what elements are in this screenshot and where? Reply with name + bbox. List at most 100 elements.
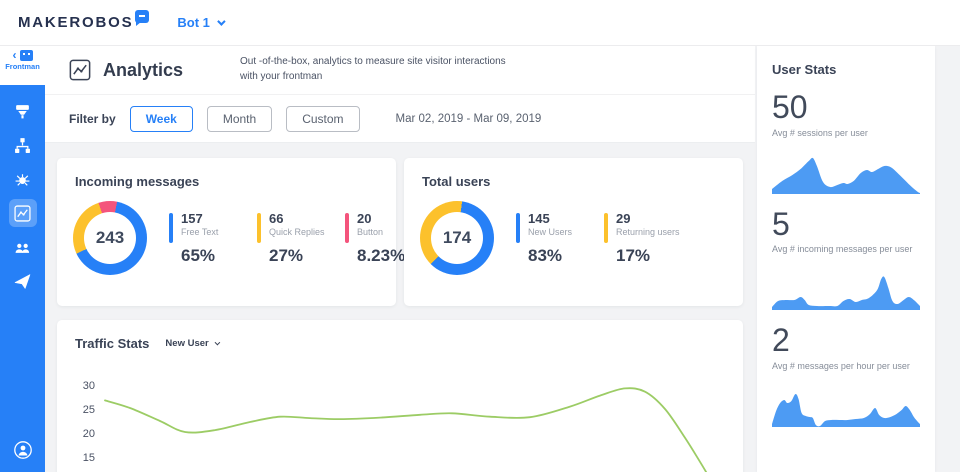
frontman-back-button[interactable]: ‹ Frontman [0, 46, 45, 85]
incoming-messages-title: Incoming messages [75, 174, 200, 189]
incoming-messages-donut: 243 [73, 201, 147, 275]
legend-bar [345, 212, 349, 243]
stat-label: Avg # sessions per user [772, 127, 868, 138]
sidebar-item-account[interactable] [0, 440, 45, 460]
stat-messages-per-hour-per-user: 2 Avg # messages per hour per user [772, 324, 920, 427]
account-icon [13, 441, 32, 459]
chat-bubble-icon [135, 10, 150, 26]
ytick-20: 20 [83, 428, 95, 440]
legend-item-new-users: 145 New Users 83% [516, 211, 588, 266]
incoming-messages-total: 243 [84, 212, 136, 264]
traffic-line-path [104, 387, 708, 472]
stat-value: 2 [772, 322, 790, 359]
analytics-page-icon [69, 59, 91, 81]
legend-value: 145 [528, 210, 550, 226]
sidebar: ‹ Frontman [0, 46, 45, 472]
page-header: Analytics Out -of-the-box, analytics to … [45, 46, 755, 143]
ai-train-icon [15, 173, 30, 186]
ytick-30: 30 [83, 380, 95, 392]
date-range-label: Mar 02, 2019 - Mar 09, 2019 [395, 112, 542, 125]
sparkline-area [772, 157, 920, 194]
legend-label: New Users [528, 226, 573, 237]
bot-selector-label: Bot 1 [177, 15, 210, 30]
chevron-down-icon [217, 16, 226, 26]
legend-percent: 83% [528, 245, 563, 265]
back-chevron-icon: ‹ [12, 48, 17, 62]
filter-by-label: Filter by [69, 111, 116, 126]
legend-label: Returning users [616, 226, 680, 237]
traffic-series-selector[interactable]: New User [165, 338, 220, 349]
legend-value: 157 [181, 210, 203, 226]
makerobos-logo[interactable]: MAKEROBOS [18, 10, 150, 31]
page-description-line2: with your frontman [240, 70, 323, 82]
top-bar: MAKEROBOS Bot 1 [0, 0, 960, 46]
traffic-series-selector-label: New User [165, 338, 209, 349]
audience-users-icon [15, 243, 30, 253]
stat-label: Avg # incoming messages per user [772, 244, 913, 255]
page-description-line1: Out -of-the-box, analytics to measure si… [240, 56, 506, 67]
ytick-15: 15 [83, 452, 95, 464]
legend-value: 29 [616, 210, 631, 226]
filter-week-button[interactable]: Week [129, 105, 193, 132]
stat-incoming-messages-per-user: 5 Avg # incoming messages per user [772, 205, 920, 311]
legend-item-free-text: 157 Free Text 65% [169, 211, 241, 266]
sparkline-area [772, 393, 920, 427]
stat-value: 5 [772, 205, 790, 242]
chevron-down-icon [214, 339, 220, 345]
legend-bar [169, 212, 173, 243]
incoming-messages-card: Incoming messages 243 157 Free Text 65% [57, 158, 405, 306]
legend-label: Free Text [181, 226, 219, 237]
sidebar-rail [0, 85, 45, 472]
filter-custom-button[interactable]: Custom [286, 105, 360, 132]
sidebar-item-design[interactable] [9, 97, 37, 125]
legend-item-quick-replies: 66 Quick Replies 27% [257, 211, 329, 266]
sessions-sparkline-chart [772, 157, 920, 194]
page-description: Out -of-the-box, analytics to measure si… [240, 55, 506, 84]
logo-text: MAKEROBOS [18, 14, 134, 31]
filter-bar: Filter by Week Month Custom Mar 02, 2019… [45, 95, 755, 143]
legend-percent: 8.23% [357, 245, 406, 265]
traffic-stats-card: Traffic Stats New User 30 25 20 15 [57, 320, 743, 472]
incoming-messages-sparkline-chart [772, 276, 920, 311]
robot-icon [19, 49, 33, 61]
paper-plane-icon [14, 273, 31, 289]
legend-item-button: 20 Button 8.23% [345, 211, 417, 266]
legend-label: Quick Replies [269, 226, 325, 237]
traffic-stats-title: Traffic Stats [75, 336, 150, 351]
filter-month-button[interactable]: Month [206, 105, 273, 132]
page-title: Analytics [103, 59, 184, 80]
traffic-line-chart: 30 25 20 15 [83, 380, 708, 472]
total-users-title: Total users [422, 174, 491, 189]
sidebar-item-train[interactable] [9, 165, 37, 193]
total-users-donut: 174 [420, 201, 494, 275]
stat-value: 50 [772, 89, 808, 125]
sidebar-item-broadcast[interactable] [9, 267, 37, 295]
incoming-messages-legend: 157 Free Text 65% 66 Quick Replies 27% [169, 211, 417, 266]
sidebar-item-flow[interactable] [9, 131, 37, 159]
analytics-chart-icon [14, 204, 31, 222]
legend-bar [516, 212, 520, 243]
legend-label: Button [357, 226, 384, 237]
frontman-label: Frontman [5, 62, 40, 71]
legend-percent: 17% [616, 245, 651, 265]
legend-value: 66 [269, 210, 284, 226]
main-content: Analytics Out -of-the-box, analytics to … [45, 46, 755, 472]
paint-brush-icon [16, 104, 29, 118]
total-users-legend: 145 New Users 83% 29 Returning users 17% [516, 211, 680, 266]
legend-item-returning-users: 29 Returning users 17% [604, 211, 680, 266]
sidebar-item-audience[interactable] [9, 233, 37, 261]
total-users-card: Total users 174 145 New Users 83% [404, 158, 743, 306]
legend-value: 20 [357, 210, 372, 226]
legend-bar [257, 212, 261, 243]
legend-percent: 65% [181, 245, 216, 265]
user-stats-title: User Stats [772, 62, 837, 77]
stat-sessions-per-user: 50 Avg # sessions per user [772, 89, 920, 194]
bot-selector[interactable]: Bot 1 [177, 15, 226, 30]
legend-percent: 27% [269, 245, 304, 265]
stat-label: Avg # messages per hour per user [772, 360, 910, 371]
total-users-total: 174 [431, 212, 483, 264]
flow-hierarchy-icon [15, 137, 30, 153]
sparkline-area [772, 276, 920, 311]
sidebar-item-analytics[interactable] [8, 199, 37, 227]
ytick-25: 25 [83, 404, 95, 416]
